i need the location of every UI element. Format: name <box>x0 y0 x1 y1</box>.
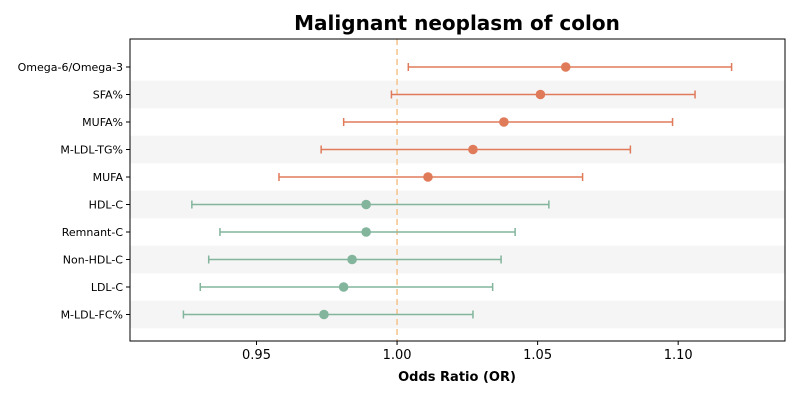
y-tick-label: M-LDL-FC% <box>61 309 123 322</box>
x-tick-label: 1.05 <box>523 348 552 363</box>
or-point <box>560 62 571 72</box>
or-point <box>361 227 371 237</box>
x-axis-label: Odds Ratio (OR) <box>398 370 516 385</box>
y-tick-label: Remnant-C <box>62 226 124 239</box>
or-point <box>468 144 478 155</box>
or-point <box>361 199 371 210</box>
y-tick-label: M-LDL-TG% <box>60 144 123 157</box>
chart-title: Malignant neoplasm of colon <box>294 11 620 35</box>
or-point <box>347 254 357 265</box>
y-tick-label: MUFA <box>93 171 124 184</box>
or-point <box>338 282 349 292</box>
or-point <box>499 117 509 127</box>
x-tick-label: 0.95 <box>242 348 271 363</box>
y-tick-label: HDL-C <box>89 199 124 212</box>
y-tick-label: MUFA% <box>82 116 123 129</box>
x-axis: 0.95 1.00 1.05 1.10 <box>242 341 693 363</box>
or-point <box>319 309 329 320</box>
y-axis: Omega-6/Omega-3 SFA% MUFA% M-LDL-TG% MUFA HDL… <box>18 61 130 322</box>
x-tick-label: 1.10 <box>664 348 693 363</box>
y-tick-label: LDL-C <box>91 281 124 294</box>
plot-frame <box>129 38 786 342</box>
point-estimates <box>319 62 571 320</box>
or-point <box>423 172 433 182</box>
y-tick-label: Omega-6/Omega-3 <box>18 61 123 74</box>
x-tick-label: 1.00 <box>383 348 412 363</box>
or-point <box>535 89 546 100</box>
y-tick-label: SFA% <box>93 89 123 102</box>
y-tick-label: Non-HDL-C <box>63 254 124 267</box>
